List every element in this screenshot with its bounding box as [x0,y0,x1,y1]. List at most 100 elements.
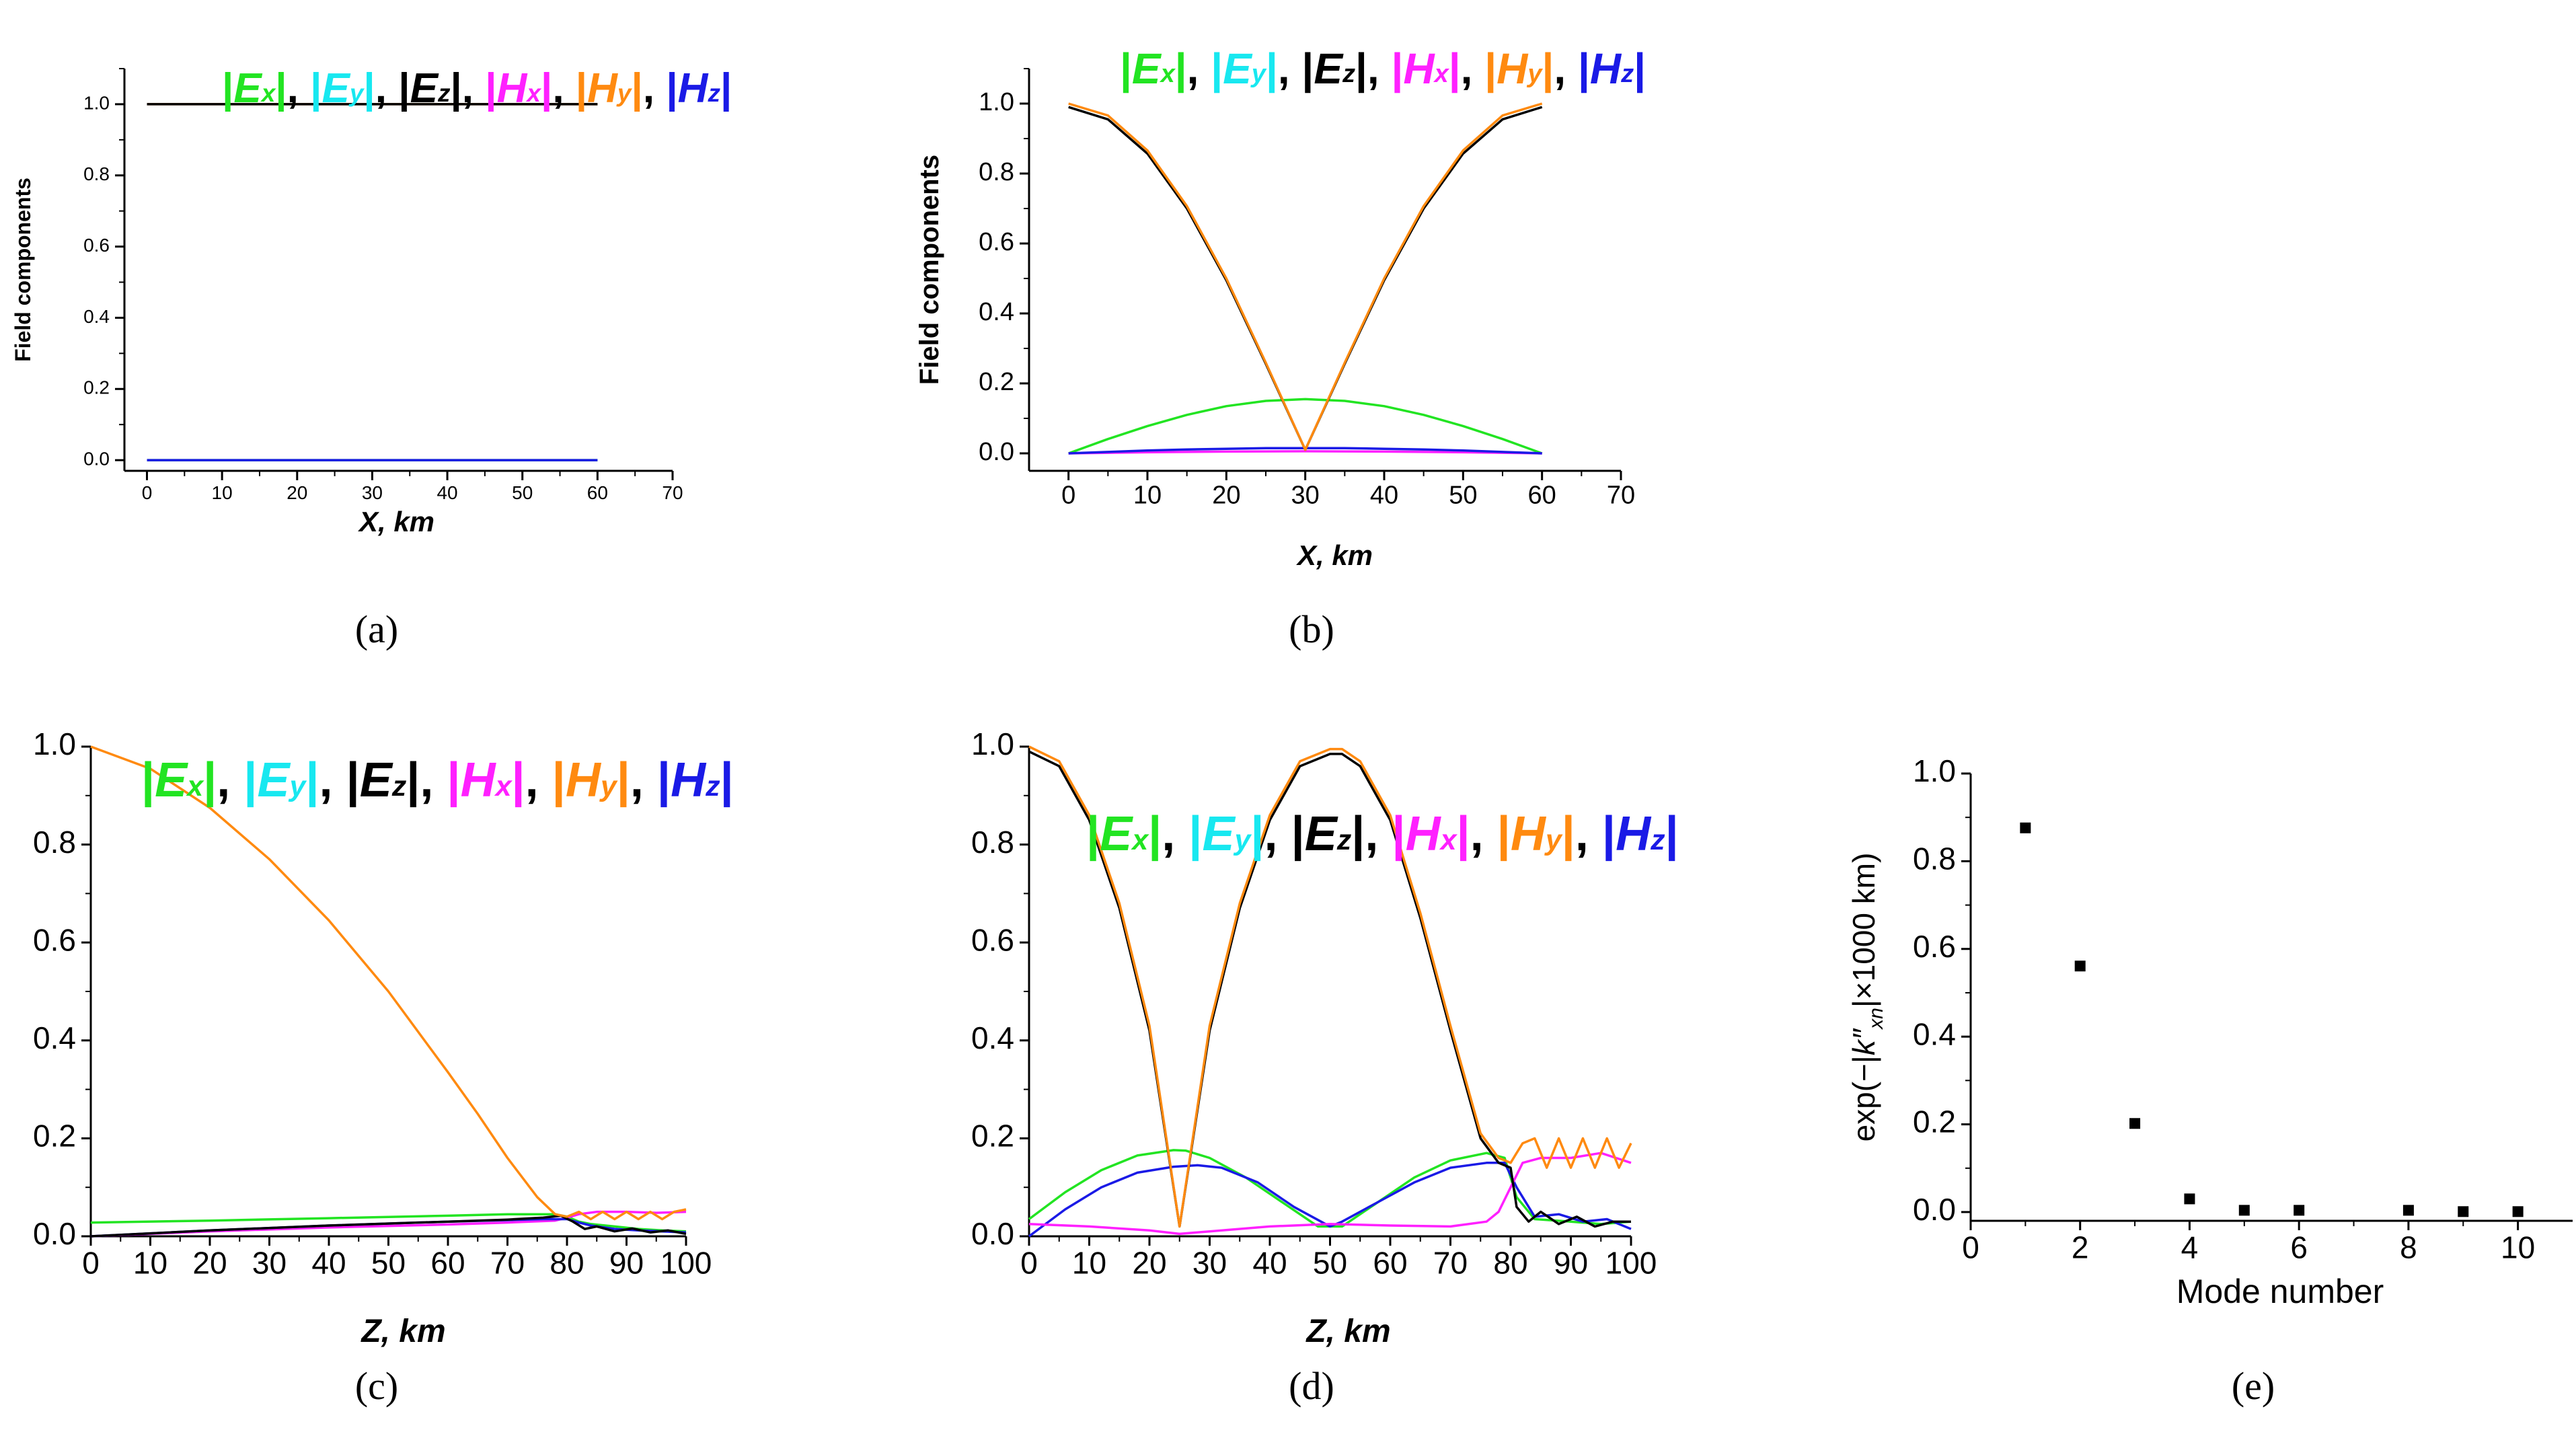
chart-a: 0.0 0.2 0.4 0.6 0.8 1.0 0 10 20 30 40 50 60 70 X, km Fi… [11,68,683,651]
legend-sep: , [462,65,485,112]
legend-symbol: E [1223,44,1253,93]
x-tick-label: 70 [662,482,683,503]
legend-subscript: z [1336,824,1352,856]
x-tick-label: 0 [1020,1246,1038,1281]
legend-symbol: E [360,753,393,807]
x-tick-label: 50 [1313,1246,1347,1281]
legend-bar: | [1148,807,1162,861]
x-tick-label: 40 [437,482,457,503]
chart-c: 0.0 0.2 0.4 0.6 0.8 1.0 0 10 20 30 40 50 60 70 80 90 100… [33,726,712,1408]
panel-label: (c) [355,1364,398,1408]
legend-sep: , [287,65,310,112]
y-tick-label: 0.4 [83,306,110,327]
legend-subscript: y [1250,60,1267,88]
legend-bar: | [1542,44,1554,93]
legend-symbol: E [233,65,262,112]
legend-symbol: H [1616,807,1652,861]
x-tick-label: 100 [1605,1246,1657,1281]
legend-sep: , [1470,807,1497,861]
y-tick-label: 0.4 [971,1020,1014,1055]
legend-subscript: y [348,79,365,107]
legend-bar: | [141,753,155,807]
data-point [2129,1118,2141,1129]
legend-sep: , [1187,44,1211,93]
legend-bar: | [1211,44,1223,93]
x-tick-label: 20 [1132,1246,1166,1281]
y-tick-label: 0.2 [971,1119,1014,1154]
x-tick-label: 60 [1528,481,1556,509]
legend-sep: , [525,753,552,807]
series-line [1068,398,1543,455]
legend-bar: | [617,753,630,807]
legend-bar: | [203,753,217,807]
legend-symbol: H [1590,44,1622,93]
legend-sep: , [1365,807,1392,861]
legend-bar: | [657,753,671,807]
x-axis-label: Z, km [1305,1314,1390,1349]
legend-subscript: z [1342,60,1355,88]
legend-bar: | [1351,807,1365,861]
legend-bar: | [406,753,420,807]
legend-bar: | [222,65,233,112]
x-tick-label: 90 [609,1246,644,1281]
x-tick-label: 50 [371,1246,406,1281]
legend-sep: , [630,753,657,807]
legend-sep: , [1278,44,1302,93]
y-tick-label: 0.0 [979,438,1014,466]
y-tick-label: 0.8 [971,825,1014,860]
legend-d: |Ex|, |Ey|, |Ez|, |Hx|, |Hy|, |Hz| [1086,807,1679,861]
legend-sep: , [1367,44,1392,93]
y-tick-label: 0.0 [971,1216,1014,1251]
legend-bar: | [1562,807,1575,861]
legend-bar: | [720,753,734,807]
legend-symbol: E [1314,44,1344,93]
legend-sep: , [319,753,346,807]
legend-text: |Ex|, |Ey|, |Ez|, |Hx|, |Hy|, |Hz| [1086,807,1679,861]
series-line [90,1214,687,1238]
y-tick-label: 0.8 [83,163,110,184]
x-tick-label: 100 [660,1246,712,1281]
legend-bar: | [1301,44,1314,93]
panel-label: (b) [1289,607,1334,651]
x-tick-label: 20 [192,1246,227,1281]
x-tick-label: 0 [1061,481,1075,509]
x-tick-label: 40 [1252,1246,1287,1281]
chart-d: 0.0 0.2 0.4 0.6 0.8 1.0 0 10 20 30 40 50 60 70 80 90 100… [971,726,1657,1408]
x-tick-label: 80 [550,1246,584,1281]
legend-symbol: E [155,753,188,807]
y-tick-label: 1.0 [971,726,1014,761]
legend-symbol: E [1132,44,1162,93]
y-tick-label: 0.6 [33,922,76,957]
x-tick-label: 8 [2400,1230,2417,1265]
chart-e: 0.0 0.2 0.4 0.6 0.8 1.0 0 2 4 6 8 10 Mode number exp(… [1846,753,2573,1408]
legend-bar: | [1602,807,1616,861]
y-label-part: |×1000 km) [1846,853,1881,1008]
x-tick-label: 10 [212,482,233,503]
legend-symbol: E [321,65,350,112]
legend-symbol: H [1511,807,1547,861]
data-point [2402,1205,2414,1216]
y-axis-label: Field components [11,178,35,362]
legend-bar: | [1391,44,1403,93]
x-tick-label: 10 [133,1246,167,1281]
legend-subscript: y [1233,824,1252,856]
x-tick-label: 30 [252,1246,287,1281]
x-tick-label: 40 [1370,481,1398,509]
legend-symbol: E [410,65,439,112]
legend-symbol: H [497,65,528,112]
series-line [1028,1152,1632,1236]
x-tick-label: 0 [82,1246,100,1281]
series-line [1028,1149,1632,1228]
y-tick-label: 0.2 [33,1119,76,1154]
legend-bar: | [450,65,461,112]
legend-bar: | [1665,807,1679,861]
legend-subscript: z [707,79,720,107]
x-tick-label: 70 [490,1246,525,1281]
panel-label: (d) [1289,1364,1334,1408]
x-tick-label: 4 [2181,1230,2199,1265]
y-tick-label: 0.2 [83,377,110,398]
x-axis-label: X, km [358,506,434,537]
legend-bar: | [1266,44,1278,93]
series-line [1028,745,1632,1228]
